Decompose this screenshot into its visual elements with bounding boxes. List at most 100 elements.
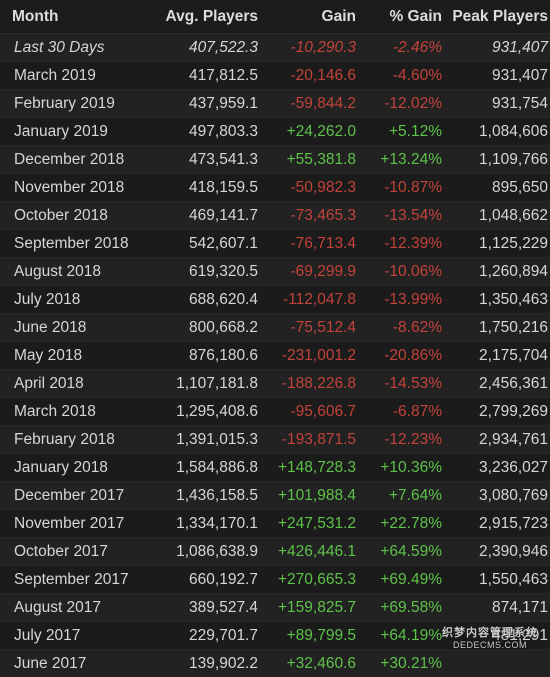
column-header-gain[interactable]: Gain [258, 0, 356, 34]
cell-percent-gain: -14.53% [356, 370, 442, 398]
cell-month: April 2018 [0, 370, 148, 398]
cell-percent-gain: +5.12% [356, 118, 442, 146]
cell-gain: +426,446.1 [258, 538, 356, 566]
cell-peak-players: 895,650 [442, 174, 550, 202]
cell-avg-players: 1,436,158.5 [148, 482, 258, 510]
cell-month: November 2017 [0, 510, 148, 538]
cell-percent-gain: -10.87% [356, 174, 442, 202]
table-header: Month Avg. Players Gain % Gain Peak Play… [0, 0, 550, 34]
cell-peak-players: 2,390,946 [442, 538, 550, 566]
cell-gain: -95,606.7 [258, 398, 356, 426]
cell-month: February 2019 [0, 90, 148, 118]
cell-avg-players: 619,320.5 [148, 258, 258, 286]
cell-avg-players: 417,812.5 [148, 62, 258, 90]
cell-month: July 2018 [0, 286, 148, 314]
cell-percent-gain: +7.64% [356, 482, 442, 510]
cell-month: August 2017 [0, 594, 148, 622]
cell-gain: -10,290.3 [258, 34, 356, 62]
cell-percent-gain: +69.58% [356, 594, 442, 622]
cell-avg-players: 139,902.2 [148, 650, 258, 677]
cell-peak-players: 3,236,027 [442, 454, 550, 482]
cell-gain: +101,988.4 [258, 482, 356, 510]
cell-avg-players: 688,620.4 [148, 286, 258, 314]
column-header-percent-gain[interactable]: % Gain [356, 0, 442, 34]
cell-month: November 2018 [0, 174, 148, 202]
cell-percent-gain: -12.23% [356, 426, 442, 454]
cell-gain: +159,825.7 [258, 594, 356, 622]
cell-percent-gain: -2.46% [356, 34, 442, 62]
cell-avg-players: 497,803.3 [148, 118, 258, 146]
cell-avg-players: 660,192.7 [148, 566, 258, 594]
cell-avg-players: 800,668.2 [148, 314, 258, 342]
cell-peak-players: 931,407 [442, 34, 550, 62]
cell-peak-players [442, 650, 550, 677]
cell-month: October 2018 [0, 202, 148, 230]
cell-month: Last 30 Days [0, 34, 148, 62]
cell-percent-gain: -4.60% [356, 62, 442, 90]
cell-month: December 2018 [0, 146, 148, 174]
column-header-avg-players[interactable]: Avg. Players [148, 0, 258, 34]
cell-peak-players: 1,048,662 [442, 202, 550, 230]
cell-percent-gain: +10.36% [356, 454, 442, 482]
cell-percent-gain: +64.19% [356, 622, 442, 650]
cell-avg-players: 542,607.1 [148, 230, 258, 258]
watermark-url: DEDECMS.COM [436, 639, 544, 651]
cell-month: July 2017 [0, 622, 148, 650]
cell-gain: +89,799.5 [258, 622, 356, 650]
cell-peak-players: 1,109,766 [442, 146, 550, 174]
cell-percent-gain: -8.62% [356, 314, 442, 342]
cell-gain: +24,262.0 [258, 118, 356, 146]
cell-gain: -75,512.4 [258, 314, 356, 342]
cell-percent-gain: -12.39% [356, 230, 442, 258]
cell-month: March 2018 [0, 398, 148, 426]
cell-peak-players: 874,171 [442, 594, 550, 622]
cell-gain: -188,226.8 [258, 370, 356, 398]
cell-avg-players: 1,295,408.6 [148, 398, 258, 426]
cell-avg-players: 229,701.7 [148, 622, 258, 650]
cell-gain: -50,982.3 [258, 174, 356, 202]
column-header-peak-players[interactable]: Peak Players [442, 0, 550, 34]
cell-percent-gain: +64.59% [356, 538, 442, 566]
cell-month: May 2018 [0, 342, 148, 370]
cell-gain: -59,844.2 [258, 90, 356, 118]
cell-percent-gain: +22.78% [356, 510, 442, 538]
cell-percent-gain: +69.49% [356, 566, 442, 594]
cell-avg-players: 1,107,181.8 [148, 370, 258, 398]
cell-peak-players: 2,915,723 [442, 510, 550, 538]
watermark: 织梦内容管理系统 DEDECMS.COM [436, 627, 544, 651]
cell-peak-players: 1,260,894 [442, 258, 550, 286]
cell-percent-gain: +13.24% [356, 146, 442, 174]
cell-percent-gain: -13.54% [356, 202, 442, 230]
cell-avg-players: 1,584,886.8 [148, 454, 258, 482]
cell-percent-gain: -10.06% [356, 258, 442, 286]
cell-percent-gain: -6.87% [356, 398, 442, 426]
cell-percent-gain: -12.02% [356, 90, 442, 118]
cell-gain: +55,381.8 [258, 146, 356, 174]
cell-peak-players: 2,175,704 [442, 342, 550, 370]
cell-avg-players: 469,141.7 [148, 202, 258, 230]
column-header-month[interactable]: Month [0, 0, 148, 34]
cell-gain: -112,047.8 [258, 286, 356, 314]
cell-gain: -76,713.4 [258, 230, 356, 258]
cell-avg-players: 473,541.3 [148, 146, 258, 174]
cell-peak-players: 2,799,269 [442, 398, 550, 426]
cell-gain: -231,001.2 [258, 342, 356, 370]
